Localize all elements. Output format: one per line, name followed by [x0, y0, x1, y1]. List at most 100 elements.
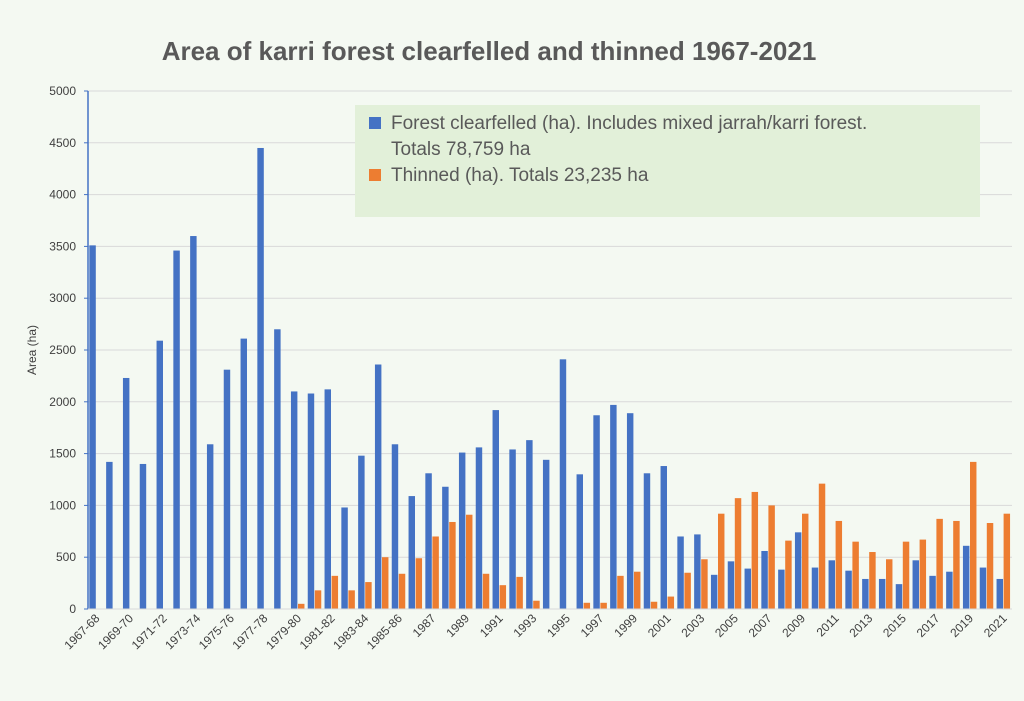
- bar-thinned: [1003, 513, 1011, 609]
- x-tick-label: 2015: [880, 611, 909, 640]
- legend-item-thinned: Thinned (ha). Totals 23,235 ha: [369, 163, 649, 189]
- bar-thinned: [986, 523, 994, 609]
- bar-clearfelled: [156, 340, 163, 609]
- bar-thinned: [466, 514, 473, 609]
- x-tick-label: 1989: [443, 611, 472, 640]
- bar-thinned: [701, 559, 708, 609]
- x-tick-label: 1993: [511, 611, 540, 640]
- bar-thinned: [348, 590, 355, 609]
- bar-clearfelled: [358, 455, 365, 609]
- x-tick-label: 1981-82: [297, 611, 338, 652]
- bar-clearfelled: [862, 578, 869, 609]
- bar-thinned: [818, 483, 826, 609]
- bar-clearfelled: [442, 486, 449, 609]
- bar-clearfelled: [324, 389, 331, 609]
- bar-thinned: [432, 536, 439, 609]
- bar-thinned: [415, 558, 423, 609]
- bar-thinned: [936, 518, 943, 609]
- x-tick-label: 2019: [947, 611, 976, 640]
- y-tick-label: 4000: [49, 188, 76, 202]
- bar-clearfelled: [274, 329, 281, 609]
- bar-clearfelled: [173, 250, 180, 609]
- y-tick-label: 3500: [49, 239, 76, 253]
- legend-total-clearfelled: Totals 78,759 ha: [391, 139, 531, 160]
- y-tick-label: 1500: [49, 447, 76, 461]
- x-tick-label: 2017: [914, 611, 943, 640]
- x-tick-label: 1977-78: [229, 611, 270, 652]
- x-tick-label: 1999: [611, 611, 640, 640]
- y-tick-label: 4500: [49, 136, 76, 150]
- y-tick-label: 2000: [49, 395, 76, 409]
- bar-clearfelled: [139, 463, 147, 609]
- x-tick-label: 2001: [645, 611, 674, 640]
- x-tick-label: 1985-86: [364, 611, 405, 652]
- bar-clearfelled: [610, 404, 617, 609]
- bar-clearfelled: [694, 534, 701, 609]
- bar-clearfelled: [845, 570, 852, 609]
- bar-thinned: [802, 513, 809, 609]
- x-tick-label: 2007: [746, 611, 775, 640]
- bar-clearfelled: [878, 578, 886, 609]
- x-tick-label: 2005: [712, 611, 741, 640]
- bar-clearfelled: [727, 561, 735, 609]
- x-tick-label: 2011: [814, 611, 842, 639]
- bar-thinned: [734, 498, 742, 609]
- bar-clearfelled: [89, 245, 96, 609]
- bar-thinned: [718, 513, 725, 609]
- legend: Forest clearfelled (ha). Includes mixed …: [355, 105, 980, 217]
- y-tick-label: 1000: [49, 498, 76, 512]
- bar-clearfelled: [492, 410, 499, 609]
- bar-clearfelled: [660, 466, 667, 609]
- bar-clearfelled: [240, 338, 247, 609]
- x-tick-label: 1995: [544, 611, 573, 640]
- bar-clearfelled: [290, 391, 298, 609]
- bar-thinned: [785, 540, 792, 609]
- bar-thinned: [482, 573, 490, 609]
- bar-clearfelled: [929, 575, 936, 609]
- chart-title: Area of karri forest clearfelled and thi…: [161, 36, 817, 66]
- x-tick-label: 1971-72: [129, 611, 170, 652]
- bar-clearfelled: [391, 444, 399, 609]
- bar-clearfelled: [710, 574, 718, 609]
- bar-thinned: [970, 461, 977, 609]
- bar-thinned: [331, 575, 339, 609]
- bar-clearfelled: [408, 496, 415, 609]
- bar-clearfelled: [979, 567, 987, 609]
- x-tick-label: 1983-84: [330, 611, 371, 652]
- legend-label-clearfelled: Forest clearfelled (ha). Includes mixed …: [391, 113, 868, 134]
- bar-clearfelled: [996, 578, 1003, 609]
- bar-clearfelled: [526, 440, 533, 609]
- x-tick-label: 1969-70: [95, 611, 136, 652]
- bar-clearfelled: [122, 377, 130, 609]
- bar-thinned: [768, 505, 775, 609]
- bar-thinned: [398, 573, 406, 609]
- x-tick-label: 1979-80: [263, 611, 304, 652]
- bar-clearfelled: [778, 569, 785, 609]
- bar-clearfelled: [257, 147, 264, 610]
- bar-clearfelled: [374, 364, 382, 609]
- bar-thinned: [298, 603, 305, 609]
- bar-thinned: [953, 520, 960, 609]
- bar-thinned: [902, 541, 910, 609]
- bar-thinned: [919, 539, 927, 609]
- bar-clearfelled: [677, 536, 684, 609]
- bar-clearfelled: [307, 393, 315, 609]
- bar-thinned: [314, 590, 322, 609]
- x-tick-label: 2009: [779, 611, 808, 640]
- legend-label-thinned: Thinned (ha). Totals 23,235 ha: [391, 165, 649, 186]
- bar-clearfelled: [475, 447, 483, 609]
- bar-thinned: [869, 552, 876, 609]
- x-tick-label: 1991: [477, 611, 506, 640]
- bar-thinned: [583, 602, 591, 609]
- bar-clearfelled: [425, 473, 432, 609]
- x-tick-label: 1975-76: [196, 611, 237, 652]
- bar-thinned: [516, 576, 523, 609]
- bar-clearfelled: [559, 359, 567, 609]
- bar-clearfelled: [962, 545, 970, 609]
- bar-clearfelled: [458, 452, 466, 609]
- x-tick-label: 2003: [679, 611, 708, 640]
- x-tick-label: 2013: [847, 611, 876, 640]
- bar-thinned: [600, 602, 607, 609]
- bar-thinned: [852, 541, 859, 609]
